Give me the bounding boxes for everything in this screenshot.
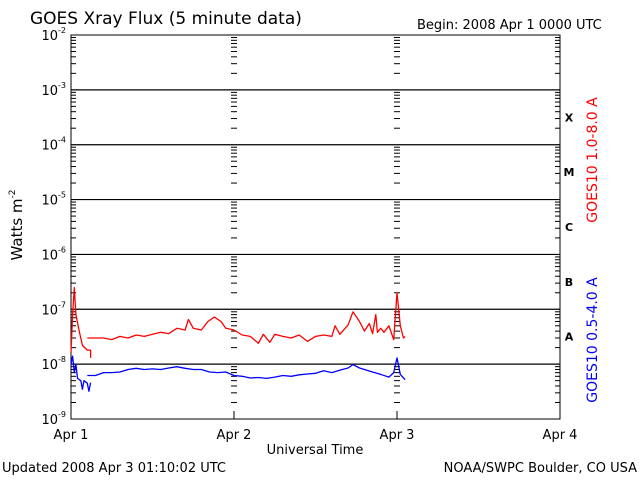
grid-lines — [71, 89, 560, 365]
series-line-blue — [70, 355, 92, 392]
minor-ticks — [71, 37, 560, 403]
y-tick-label: 10-6 — [41, 245, 66, 263]
chart-title: GOES Xray Flux (5 minute data) — [30, 9, 302, 29]
y-tick-labels: 10-2 10-3 10-4 10-5 10-6 10-7 10-8 10-9 — [41, 26, 66, 428]
x-tick-label: Apr 2 — [217, 428, 252, 443]
y-axis-label-exponent: -2 — [8, 189, 18, 198]
flare-class-label: M — [564, 166, 575, 179]
flare-class-label: A — [565, 331, 574, 344]
updated-label: Updated 2008 Apr 3 01:10:02 UTC — [2, 461, 226, 476]
legend-series-red: GOES10 1.0-8.0 A — [585, 97, 601, 223]
flare-class-label: C — [565, 221, 573, 234]
begin-label: Begin: 2008 Apr 1 0000 UTC — [417, 18, 602, 33]
y-tick-label: 10-4 — [41, 136, 66, 154]
y-tick-label: 10-5 — [41, 191, 66, 209]
flare-class-labels: X M C B A — [564, 111, 575, 343]
series-line-red — [87, 292, 406, 344]
plot-frame — [70, 34, 561, 420]
x-tick-label: Apr 3 — [380, 428, 415, 443]
flare-class-label: X — [565, 111, 574, 124]
credit-label: NOAA/SWPC Boulder, CO USA — [444, 461, 637, 476]
x-tick-label: Apr 4 — [543, 428, 578, 443]
plot-area: 10-210-310-410-510-610-710-810-9 Apr 1 Ap… — [41, 26, 577, 443]
y-tick-label: 10-3 — [41, 81, 66, 99]
y-tick-label: 10-7 — [41, 300, 66, 318]
y-axis-label: Watts m-2 — [8, 189, 26, 260]
x-tick-labels: Apr 1 Apr 2 Apr 3 Apr 4 — [54, 411, 578, 443]
series-lines — [70, 286, 406, 392]
x-axis-label: Universal Time — [267, 443, 364, 458]
flare-class-label: B — [565, 276, 573, 289]
series-line-red — [70, 286, 92, 358]
y-tick-label: 10-8 — [41, 355, 66, 373]
y-tick-label: 10-2 — [41, 26, 66, 44]
y-tick-label: 10-9 — [41, 410, 66, 428]
series-line-blue — [87, 357, 406, 381]
x-tick-label: Apr 1 — [54, 428, 89, 443]
legend-series-blue: GOES10 0.5-4.0 A — [585, 277, 601, 403]
